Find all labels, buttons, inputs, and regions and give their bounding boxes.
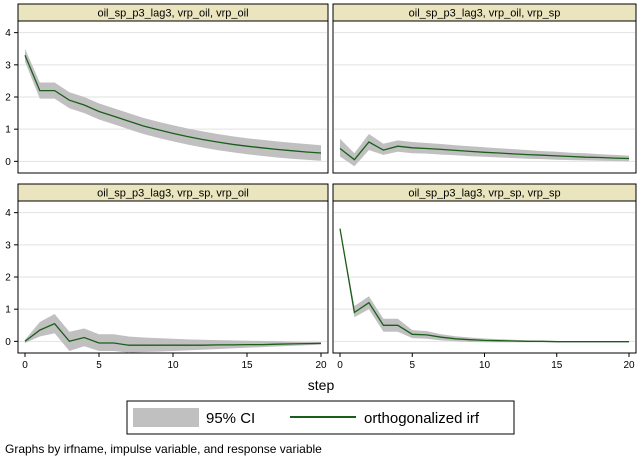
x-tick-label: 20 xyxy=(623,360,635,371)
y-tick-label: 0 xyxy=(5,157,11,168)
legend: 95% CI orthogonalized irf xyxy=(126,400,515,435)
x-tick-label: 5 xyxy=(409,360,415,371)
legend-irf-label: orthogonalized irf xyxy=(364,410,480,427)
x-tick-label: 15 xyxy=(551,360,563,371)
panel-4: oil_sp_p3_lag3, vrp_sp, vrp_sp 0 5 10 15 20 xyxy=(332,183,637,371)
x-tick-label: 0 xyxy=(22,360,28,371)
y-tick-label: 0 xyxy=(5,337,11,348)
x-tick-label: 20 xyxy=(315,360,327,371)
y-tick-label: 2 xyxy=(5,273,11,284)
y-tick-label: 2 xyxy=(5,93,11,104)
irf-line xyxy=(24,54,322,154)
panel-title: oil_sp_p3_lag3, vrp_sp, vrp_oil xyxy=(97,188,249,200)
x-axis-title: step xyxy=(308,377,335,393)
panel-1: oil_sp_p3_lag3, vrp_oil, vrp_oil 0 1 2 3 4 xyxy=(5,3,329,174)
irf-line xyxy=(339,141,630,161)
panel-3: oil_sp_p3_lag3, vrp_sp, vrp_oil 0 1 2 3 4 0 5 10… xyxy=(5,183,329,371)
graph-note: Graphs by irfname, impulse variable, and… xyxy=(5,442,322,456)
panel-title: oil_sp_p3_lag3, vrp_oil, vrp_sp xyxy=(409,8,561,20)
x-tick-label: 15 xyxy=(241,360,253,371)
panel-title: oil_sp_p3_lag3, vrp_oil, vrp_oil xyxy=(97,8,248,20)
x-tick-label: 10 xyxy=(167,360,179,371)
legend-ci-label: 95% CI xyxy=(206,410,255,427)
y-tick-label: 1 xyxy=(5,305,11,316)
irf-line xyxy=(24,322,322,346)
y-tick-label: 3 xyxy=(5,60,11,71)
y-tick-label: 1 xyxy=(5,125,11,136)
x-tick-label: 10 xyxy=(479,360,491,371)
x-tick-label: 0 xyxy=(337,360,343,371)
panel-2: oil_sp_p3_lag3, vrp_oil, vrp_sp xyxy=(332,3,637,174)
legend-ci-swatch xyxy=(133,408,199,427)
y-tick-label: 4 xyxy=(5,28,11,39)
x-tick-label: 5 xyxy=(96,360,102,371)
panel-title: oil_sp_p3_lag3, vrp_sp, vrp_sp xyxy=(408,188,560,200)
y-tick-label: 3 xyxy=(5,240,11,251)
panels-layer: oil_sp_p3_lag3, vrp_oil, vrp_oil01234oil… xyxy=(5,3,637,371)
y-tick-label: 4 xyxy=(5,208,11,219)
ci-band xyxy=(340,134,629,167)
irf-line xyxy=(339,228,629,343)
